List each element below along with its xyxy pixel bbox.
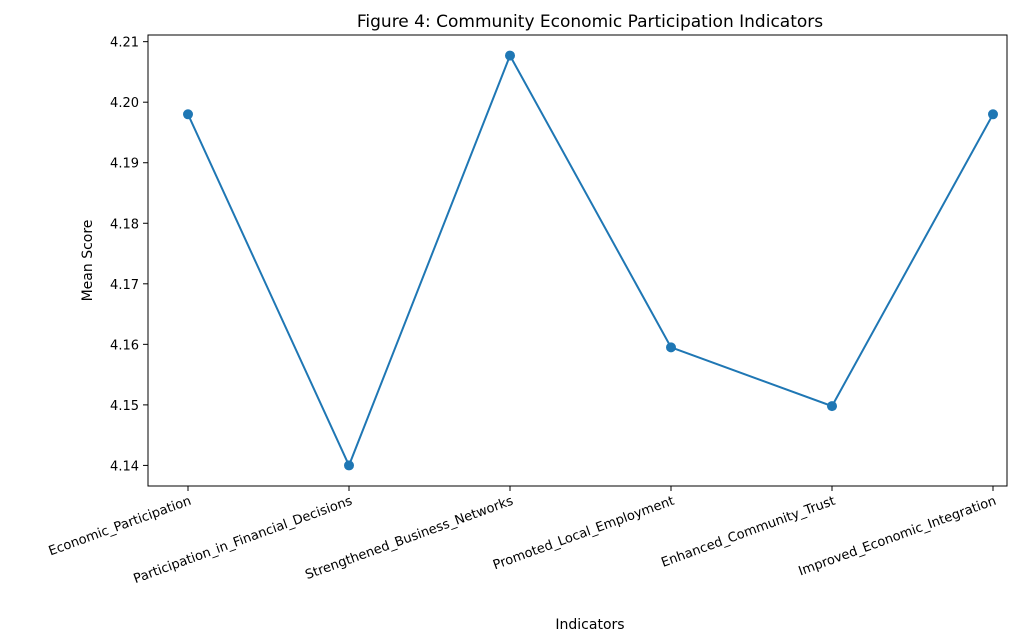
data-point <box>827 401 837 412</box>
data-point <box>666 342 676 353</box>
y-tick-label: 4.21 <box>110 36 139 51</box>
data-point <box>183 109 193 120</box>
y-tick-label: 4.18 <box>110 217 139 232</box>
data-point <box>505 50 515 61</box>
y-tick-label: 4.15 <box>110 399 139 414</box>
y-tick-label: 4.14 <box>110 459 139 474</box>
y-tick-label: 4.16 <box>110 338 139 353</box>
data-point <box>344 460 354 471</box>
y-tick-label: 4.20 <box>110 96 139 111</box>
x-axis-label: Indicators <box>555 617 624 633</box>
x-tick-label: Promoted_Local_Employment <box>491 494 676 574</box>
plot-frame <box>147 34 1008 487</box>
series-line <box>187 53 994 468</box>
data-point <box>988 109 998 120</box>
chart-title: Figure 4: Community Economic Participati… <box>357 12 823 32</box>
y-tick-label: 4.17 <box>110 278 139 293</box>
y-tick-label: 4.19 <box>110 157 139 172</box>
y-axis-label: Mean Score <box>80 220 96 302</box>
x-tick-label: Economic_Participation <box>47 494 194 560</box>
